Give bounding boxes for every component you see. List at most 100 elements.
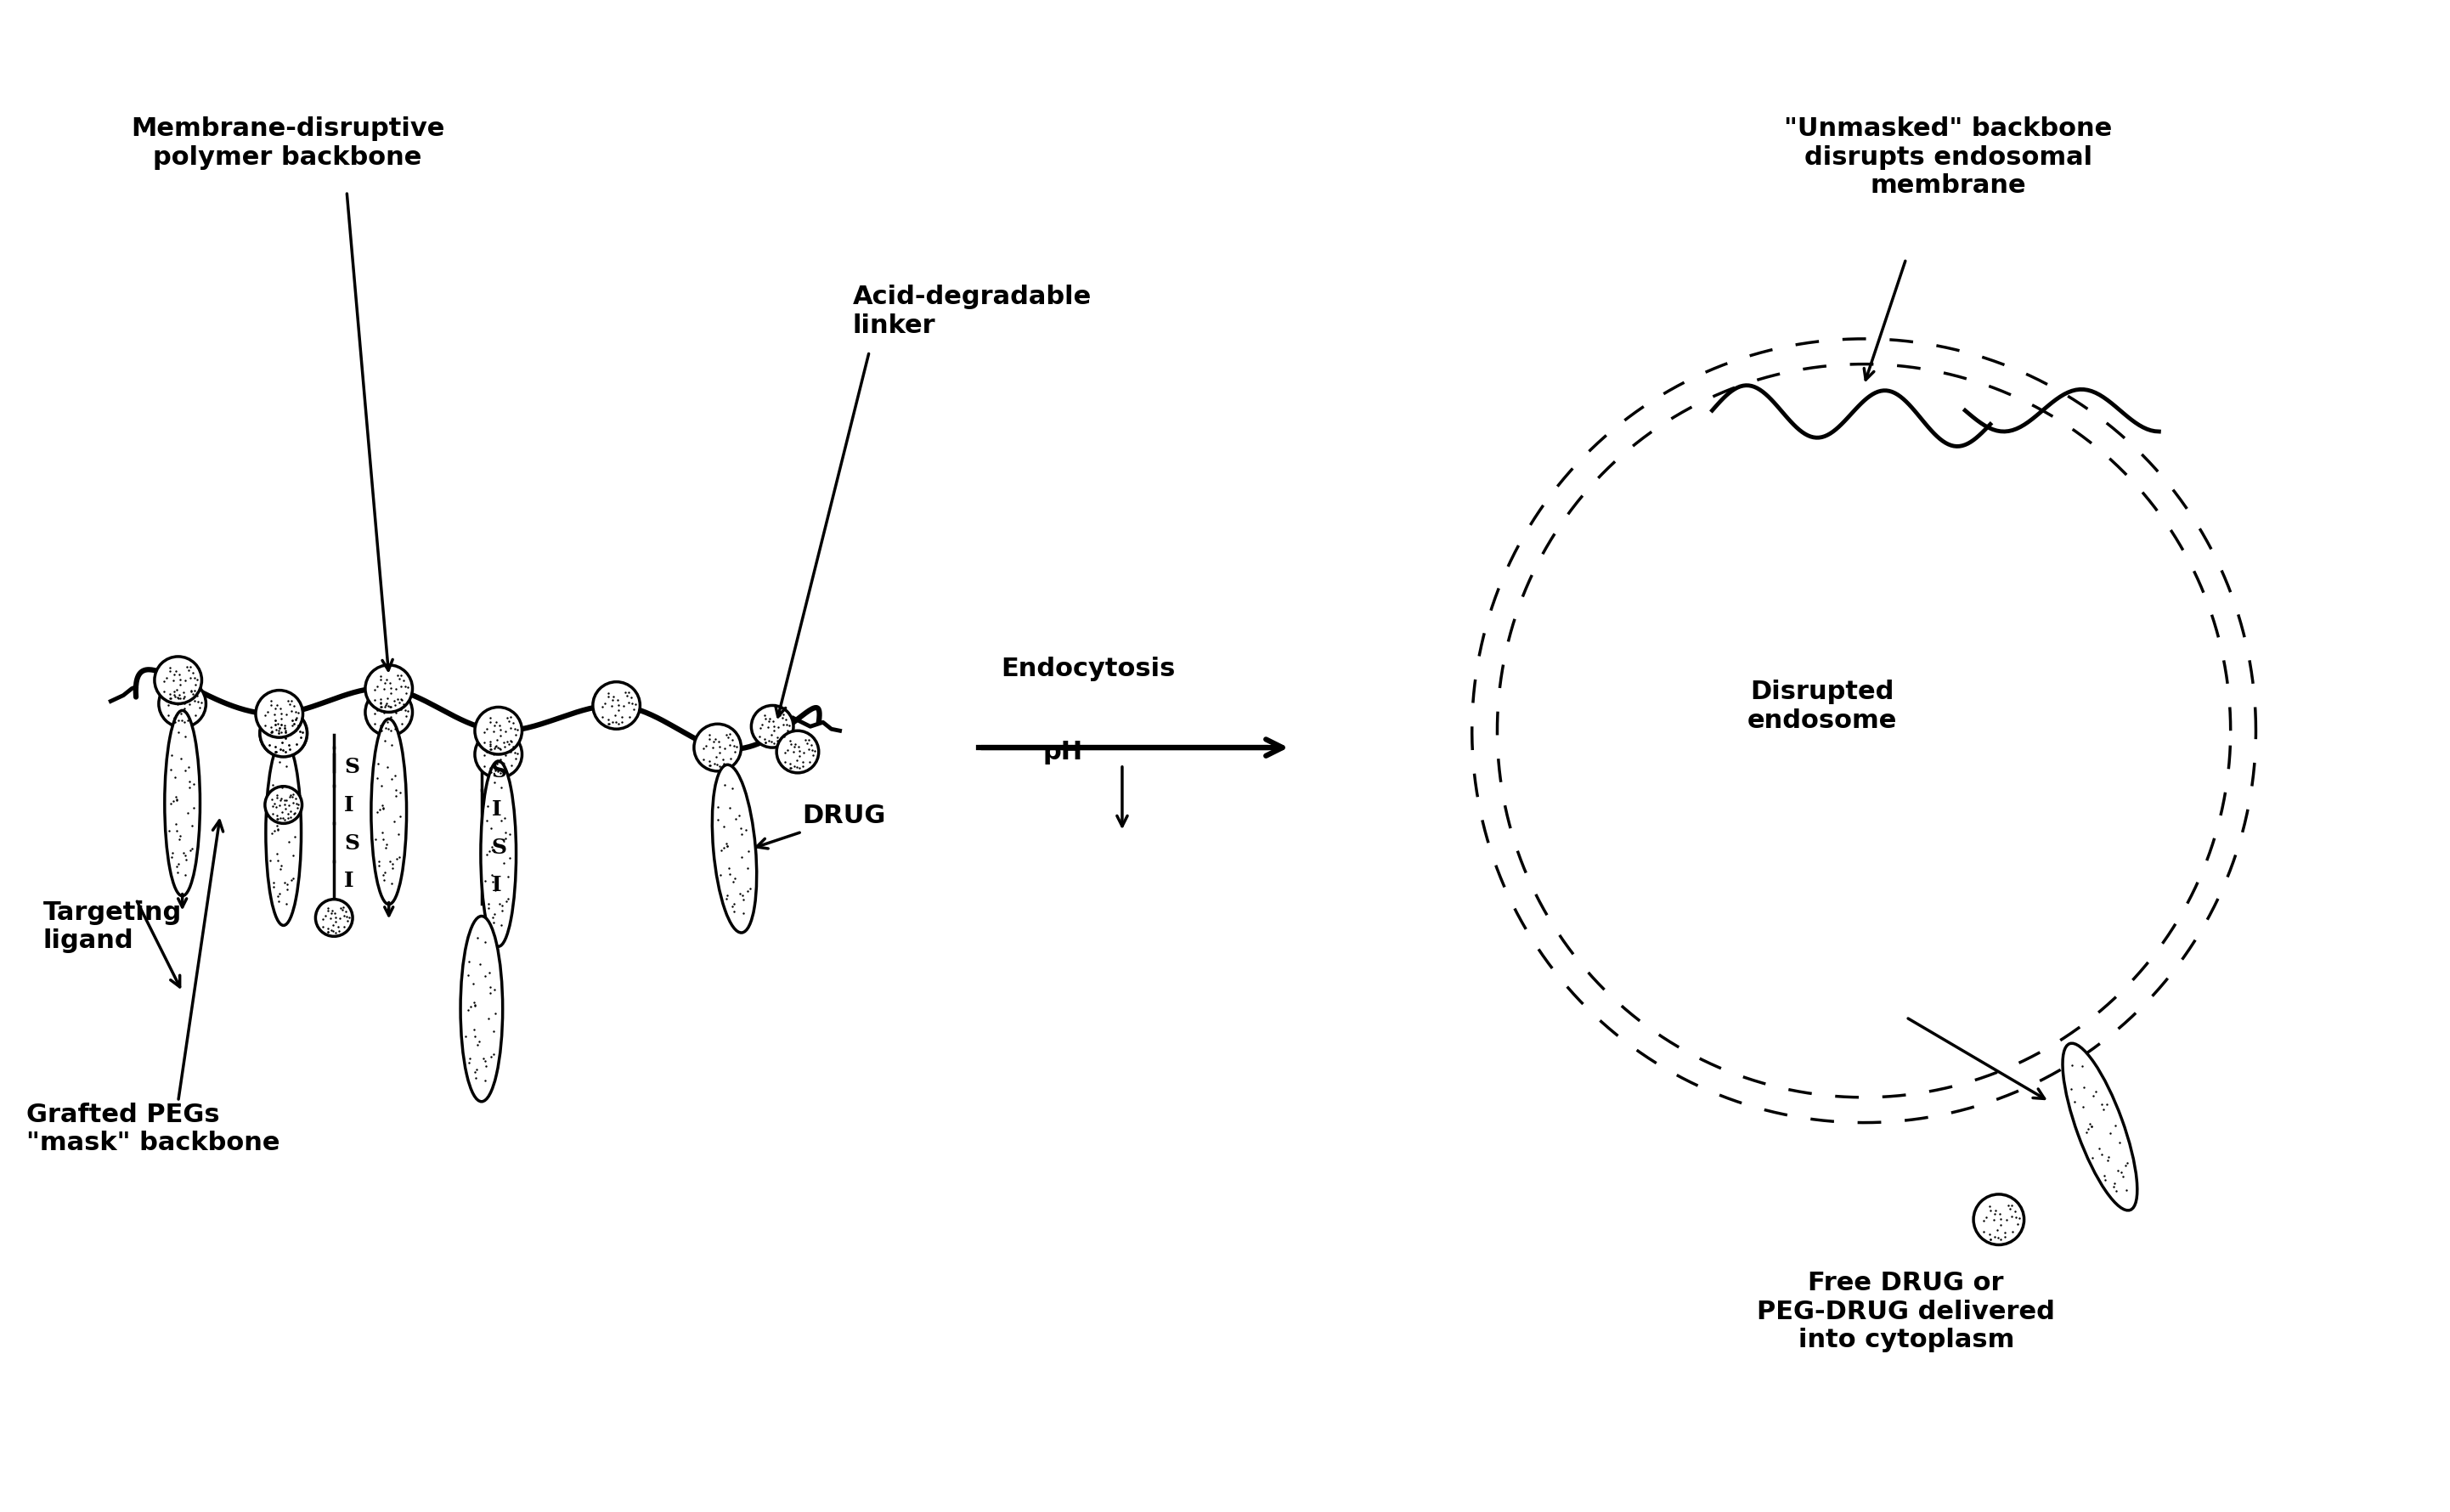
Point <box>593 694 632 718</box>
Point <box>789 750 828 774</box>
Point <box>747 730 786 754</box>
Point <box>767 714 806 738</box>
Point <box>1970 1222 2009 1246</box>
Point <box>360 691 399 715</box>
Point <box>588 680 627 705</box>
Point <box>488 706 527 730</box>
Point <box>1977 1199 2016 1223</box>
Point <box>162 673 201 697</box>
Point <box>468 794 507 818</box>
Point <box>1972 1228 2011 1252</box>
Point <box>265 714 304 738</box>
Point <box>385 674 424 699</box>
Point <box>265 739 304 764</box>
Point <box>154 679 194 703</box>
Point <box>456 1025 495 1049</box>
Point <box>772 732 811 756</box>
Point <box>267 878 306 903</box>
Point <box>772 729 811 753</box>
Point <box>713 777 752 801</box>
Point <box>453 990 492 1015</box>
Point <box>367 692 407 717</box>
Point <box>267 892 306 916</box>
Point <box>250 723 289 747</box>
Point <box>764 750 804 774</box>
Circle shape <box>475 732 522 779</box>
Point <box>154 668 194 692</box>
Point <box>157 812 196 836</box>
Point <box>466 930 505 954</box>
Point <box>174 661 213 685</box>
Point <box>370 850 409 874</box>
Point <box>355 688 394 712</box>
Point <box>1975 1225 2014 1249</box>
Circle shape <box>1975 1194 2024 1244</box>
Point <box>588 708 627 732</box>
Point <box>784 741 823 765</box>
Point <box>272 709 311 733</box>
Point <box>257 712 296 736</box>
Ellipse shape <box>164 711 201 897</box>
Point <box>257 783 296 807</box>
Point <box>708 857 747 881</box>
Point <box>478 875 517 900</box>
Point <box>463 1046 502 1070</box>
Point <box>363 797 402 821</box>
Point <box>382 664 421 688</box>
Point <box>262 801 301 826</box>
Point <box>767 738 806 762</box>
Point <box>1965 1220 2004 1244</box>
Point <box>252 720 292 744</box>
Point <box>767 741 806 765</box>
Point <box>274 844 314 868</box>
Point <box>2082 1142 2122 1166</box>
Point <box>1977 1217 2016 1241</box>
Point <box>478 759 517 783</box>
Point <box>1982 1207 2021 1231</box>
Point <box>777 748 816 773</box>
Point <box>260 881 299 906</box>
Point <box>367 686 407 711</box>
Point <box>152 758 191 782</box>
Point <box>603 694 642 718</box>
Point <box>470 892 510 916</box>
Ellipse shape <box>461 916 502 1102</box>
Point <box>2097 1179 2136 1204</box>
Point <box>149 656 189 680</box>
Point <box>318 919 358 943</box>
Point <box>595 685 635 709</box>
Point <box>363 827 402 851</box>
Point <box>265 739 304 764</box>
Point <box>265 717 304 741</box>
Point <box>730 877 769 901</box>
Point <box>779 756 818 780</box>
Point <box>475 735 514 759</box>
Point <box>279 720 318 744</box>
Point <box>279 714 318 738</box>
Point <box>154 662 194 686</box>
Point <box>360 850 399 874</box>
Point <box>470 962 510 986</box>
Point <box>172 679 211 703</box>
Point <box>252 689 292 714</box>
Point <box>698 807 737 832</box>
Point <box>377 785 416 809</box>
Text: Membrane-disruptive
polymer backbone: Membrane-disruptive polymer backbone <box>130 116 443 169</box>
Point <box>2095 1175 2134 1199</box>
Point <box>277 788 316 812</box>
Point <box>252 720 292 744</box>
Point <box>382 674 421 699</box>
Point <box>485 759 524 783</box>
Circle shape <box>260 711 306 758</box>
Point <box>1975 1202 2014 1226</box>
Point <box>586 691 625 715</box>
Point <box>363 774 402 798</box>
Point <box>358 699 397 723</box>
Point <box>164 711 203 735</box>
Point <box>706 723 745 747</box>
Point <box>475 733 514 758</box>
Point <box>260 721 299 745</box>
Point <box>355 827 394 851</box>
Point <box>610 691 649 715</box>
Point <box>358 767 397 791</box>
